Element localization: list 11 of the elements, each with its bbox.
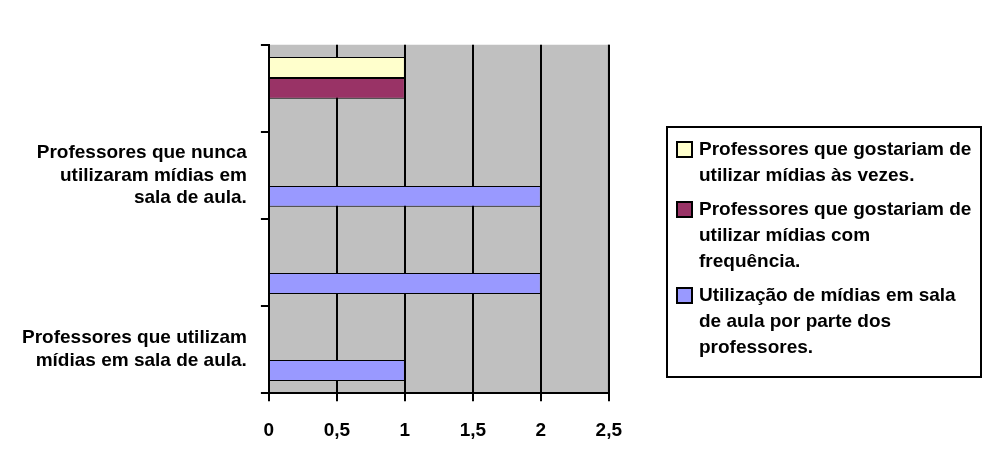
x-tick-label: 0,5 — [323, 418, 351, 440]
x-tick-label: 0 — [263, 418, 275, 440]
x-tick-label: 2 — [535, 418, 547, 440]
y-tick-label: Professores que nunca utilizaram mídias em sala de aula. — [36, 140, 248, 208]
legend-label: Utilização de mídias em sala de aula por parte dos professores. — [699, 283, 957, 359]
legend-label: Professores que gostariam de utilizar mídias com frequência. — [699, 197, 973, 273]
legend-label: Professores que gostariam de utilizar mídias às vezes. — [699, 137, 973, 187]
y-tick-label: Professores que utilizam mídias em sala de aula. — [22, 326, 247, 371]
x-tick-label: 1,5 — [459, 418, 487, 440]
x-tick-label: 1 — [399, 418, 411, 440]
x-tick-label: 2,5 — [595, 418, 623, 440]
